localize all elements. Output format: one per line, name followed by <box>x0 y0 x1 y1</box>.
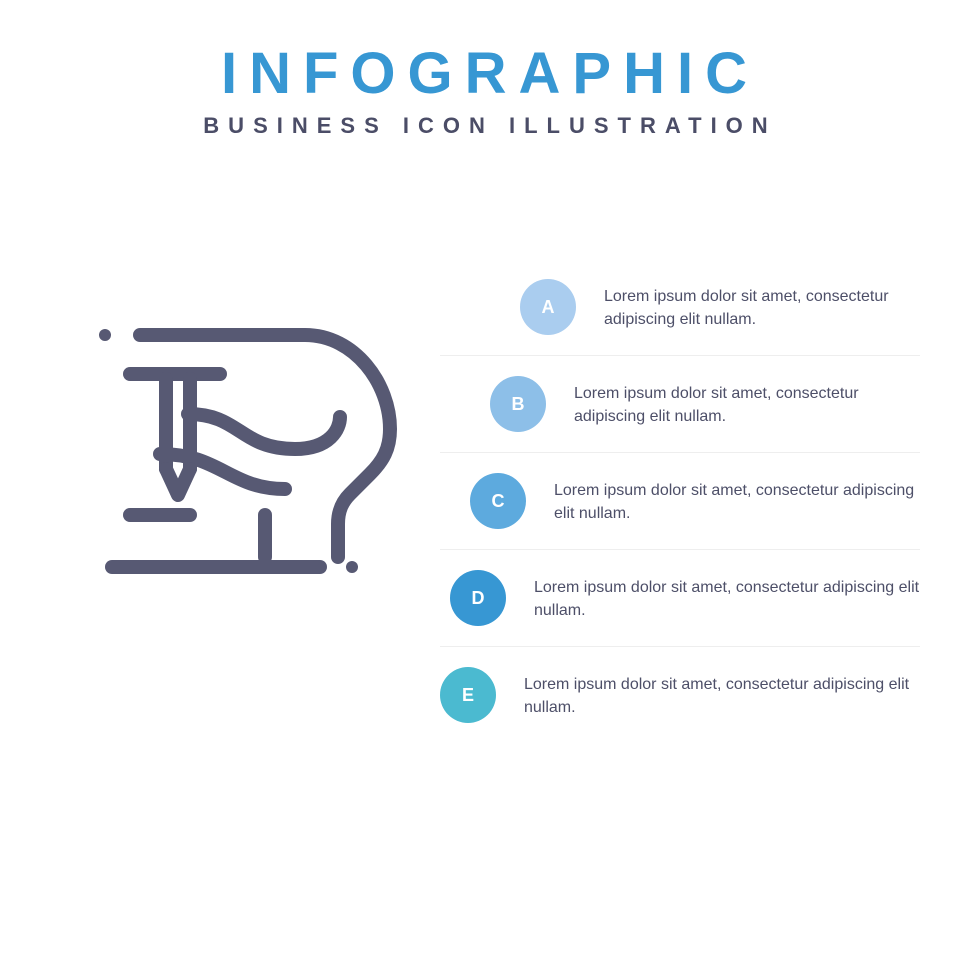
content-row: A Lorem ipsum dolor sit amet, consectetu… <box>60 259 920 743</box>
illustration-column <box>60 259 430 604</box>
step-badge-b: B <box>490 376 546 432</box>
step-badge-d: D <box>450 570 506 626</box>
step-text-d: Lorem ipsum dolor sit amet, consectetur … <box>534 570 920 622</box>
step-d: D Lorem ipsum dolor sit amet, consectetu… <box>440 550 920 647</box>
step-text-e: Lorem ipsum dolor sit amet, consectetur … <box>524 667 920 719</box>
main-title: INFOGRAPHIC <box>60 40 920 107</box>
step-a: A Lorem ipsum dolor sit amet, consectetu… <box>440 259 920 356</box>
step-c: C Lorem ipsum dolor sit amet, consectetu… <box>440 453 920 550</box>
steps-column: A Lorem ipsum dolor sit amet, consectetu… <box>440 259 920 743</box>
step-text-b: Lorem ipsum dolor sit amet, consectetur … <box>574 376 920 428</box>
step-b: B Lorem ipsum dolor sit amet, consectetu… <box>440 356 920 453</box>
step-badge-a: A <box>520 279 576 335</box>
step-text-c: Lorem ipsum dolor sit amet, consectetur … <box>554 473 920 525</box>
step-badge-e: E <box>440 667 496 723</box>
step-e: E Lorem ipsum dolor sit amet, consectetu… <box>440 647 920 743</box>
step-badge-c: C <box>470 473 526 529</box>
sub-title: BUSINESS ICON ILLUSTRATION <box>60 113 920 139</box>
header: INFOGRAPHIC BUSINESS ICON ILLUSTRATION <box>60 40 920 139</box>
head-pencil-creative-icon <box>70 299 430 599</box>
step-text-a: Lorem ipsum dolor sit amet, consectetur … <box>604 279 920 331</box>
